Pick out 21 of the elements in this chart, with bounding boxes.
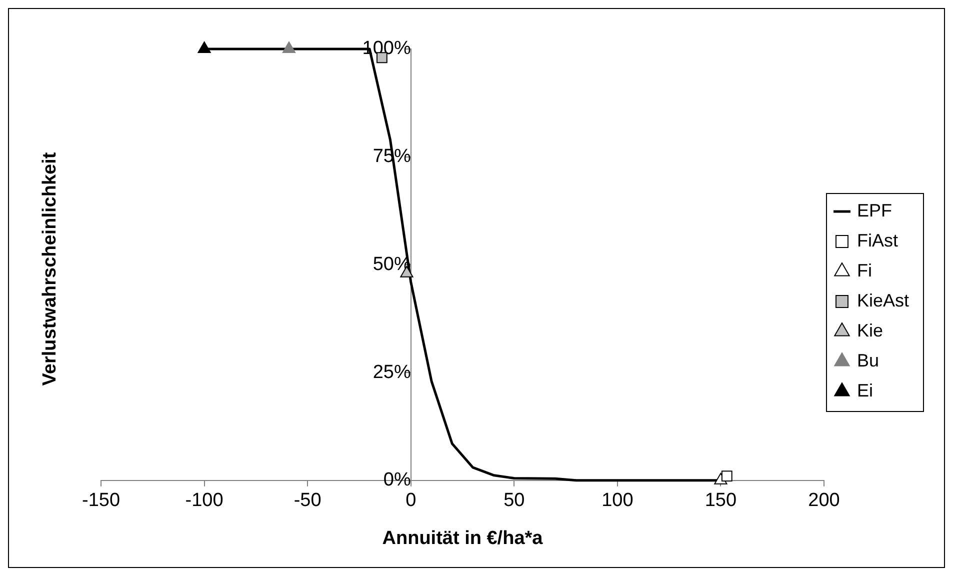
legend-label: FiAst — [856, 230, 898, 250]
x-tick-label: 50 — [504, 490, 525, 512]
y-axis-title: Verlustwahrscheinlichkeit — [40, 152, 62, 386]
x-tick-label: 100 — [602, 490, 634, 512]
point — [198, 42, 211, 53]
x-tick-label: -100 — [185, 490, 224, 512]
x-tick-label: 150 — [704, 490, 737, 512]
point — [282, 42, 296, 53]
legend-label: Ei — [856, 380, 873, 400]
legend-label: Bu — [856, 350, 880, 370]
y-tick-label: 25% — [372, 362, 411, 383]
x-tick-label: 200 — [808, 490, 840, 512]
y-tick-label: 0% — [383, 470, 411, 491]
x-tick-label: 0 — [406, 490, 416, 512]
legend-label: Kie — [856, 320, 883, 340]
legend-label: Fi — [856, 260, 872, 280]
x-axis-title: Annuität in €/ha*a — [382, 528, 544, 549]
legend-label: KieAst — [856, 290, 910, 310]
x-tick-label: -50 — [294, 490, 322, 512]
x-tick-label: -150 — [82, 490, 120, 512]
legend-label: EPF — [856, 200, 892, 220]
